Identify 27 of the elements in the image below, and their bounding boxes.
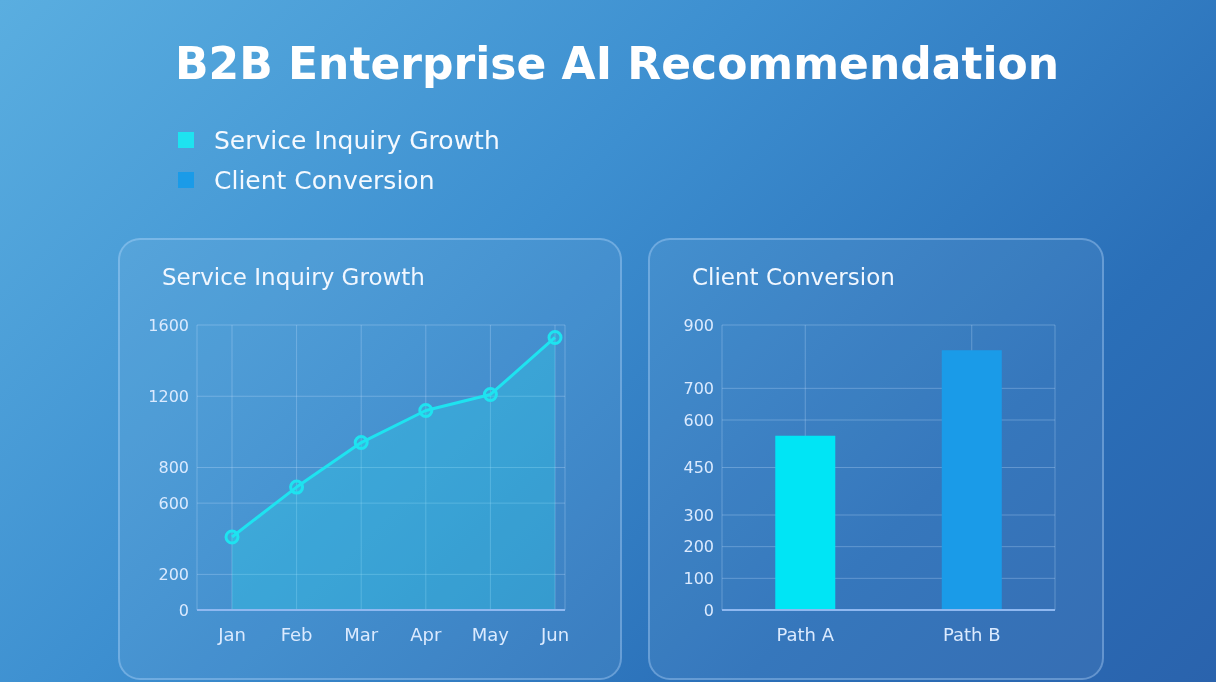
x-tick-label: Jun [539, 623, 570, 645]
chart-title: B2B Enterprise AI Recommendation [175, 38, 1060, 89]
y-tick-label: 700 [683, 379, 714, 399]
x-tick-label: Mar [344, 623, 379, 645]
y-tick-label: 900 [683, 315, 714, 335]
y-tick-label: 300 [683, 505, 714, 525]
y-tick-label: 600 [158, 493, 189, 513]
y-tick-label: 1600 [148, 315, 189, 335]
y-tick-label: 600 [683, 410, 714, 430]
y-tick-label: 0 [178, 600, 189, 620]
legend-label: Service Inquiry Growth [214, 125, 500, 155]
legend-label: Client Conversion [214, 165, 435, 195]
x-tick-label: Path A [776, 623, 835, 645]
y-tick-label: 800 [158, 458, 189, 478]
x-tick-label: May [471, 623, 510, 645]
chart-subtitle: Service Inquiry Growth [162, 264, 425, 290]
x-tick-label: Apr [410, 623, 442, 645]
x-tick-label: Path B [942, 623, 1001, 645]
x-tick-label: Feb [280, 623, 313, 645]
y-tick-label: 1200 [148, 386, 189, 406]
y-tick-label: 100 [683, 569, 714, 589]
y-tick-label: 200 [158, 565, 189, 585]
y-tick-label: 0 [703, 600, 714, 620]
x-tick-label: Jan [217, 623, 246, 645]
y-tick-label: 200 [683, 537, 714, 557]
y-tick-label: 450 [683, 458, 714, 478]
chart-subtitle: Client Conversion [692, 264, 895, 290]
